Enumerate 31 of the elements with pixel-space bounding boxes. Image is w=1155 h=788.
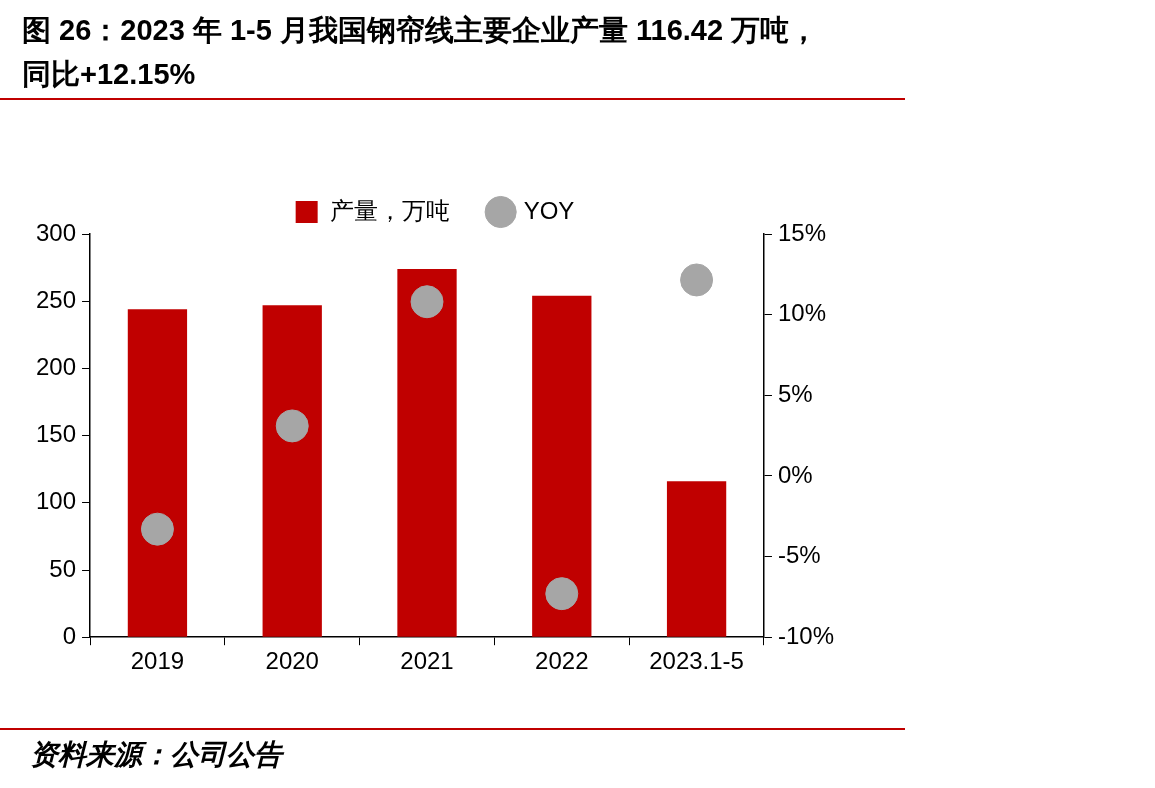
bar (397, 268, 457, 637)
y-tick-label: 250 (36, 285, 77, 313)
y-tick-label: 300 (36, 218, 77, 246)
legend-label: 产量，万吨 (329, 196, 450, 224)
x-tick-label: 2021 (400, 647, 454, 675)
y2-tick-label: -5% (777, 541, 821, 569)
bar (262, 305, 322, 637)
point (410, 285, 444, 319)
bar (532, 295, 592, 637)
x-tick-label: 2020 (265, 647, 319, 675)
x-tick-label: 2022 (535, 647, 589, 675)
y2-tick-label: 10% (777, 299, 827, 327)
y-tick-label: 0 (62, 621, 77, 649)
bar (666, 481, 727, 637)
x-tick-label: 2019 (130, 647, 185, 675)
point (140, 512, 174, 546)
y2-tick-label: -10% (777, 621, 834, 649)
y2-tick-label: 5% (777, 379, 813, 407)
x-tick-label: 2023.1-5 (649, 647, 744, 675)
y-tick-label: 50 (49, 554, 77, 582)
y-tick-label: 100 (36, 487, 77, 515)
point (545, 577, 579, 611)
point (275, 409, 309, 443)
legend-label: YOY (523, 196, 575, 224)
bar (127, 309, 188, 637)
point (680, 263, 714, 297)
y-tick-label: 200 (36, 353, 77, 381)
y2-tick-label: 0% (777, 460, 813, 488)
y2-tick-label: 15% (777, 218, 827, 246)
chart-title: 图 26：2023 年 1-5 月我国钢帘线主要企业产量 116.42 万吨，同比+12.15% (22, 13, 820, 92)
y-tick-label: 150 (36, 420, 77, 448)
